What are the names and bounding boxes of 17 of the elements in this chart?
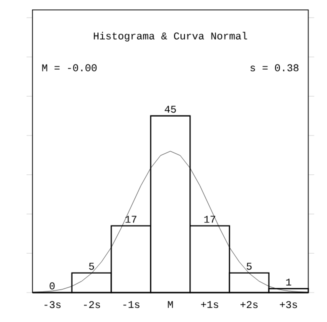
x-tick-label: +3s [280, 301, 297, 308]
x-tick-label: -1s [123, 301, 140, 308]
x-tick-label: M [168, 301, 173, 308]
x-tick-label: -2s [84, 301, 100, 308]
data-label: 17 [204, 216, 216, 223]
annotation: M = -0.00 [42, 64, 97, 72]
data-label: 17 [126, 216, 136, 223]
annotation: s = 0.38 [250, 64, 298, 72]
text: Histograma & Curva Normal [94, 32, 248, 42]
data-label: 5 [246, 262, 252, 270]
x-tick-label: +1s [201, 301, 218, 308]
data-label: 1 [286, 278, 292, 286]
data-label: 5 [89, 262, 94, 270]
data-label: 45 [164, 106, 176, 113]
data-label: 0 [50, 282, 55, 290]
x-tick-label: +2s [240, 301, 258, 308]
x-tick-label: -3s [44, 301, 61, 308]
